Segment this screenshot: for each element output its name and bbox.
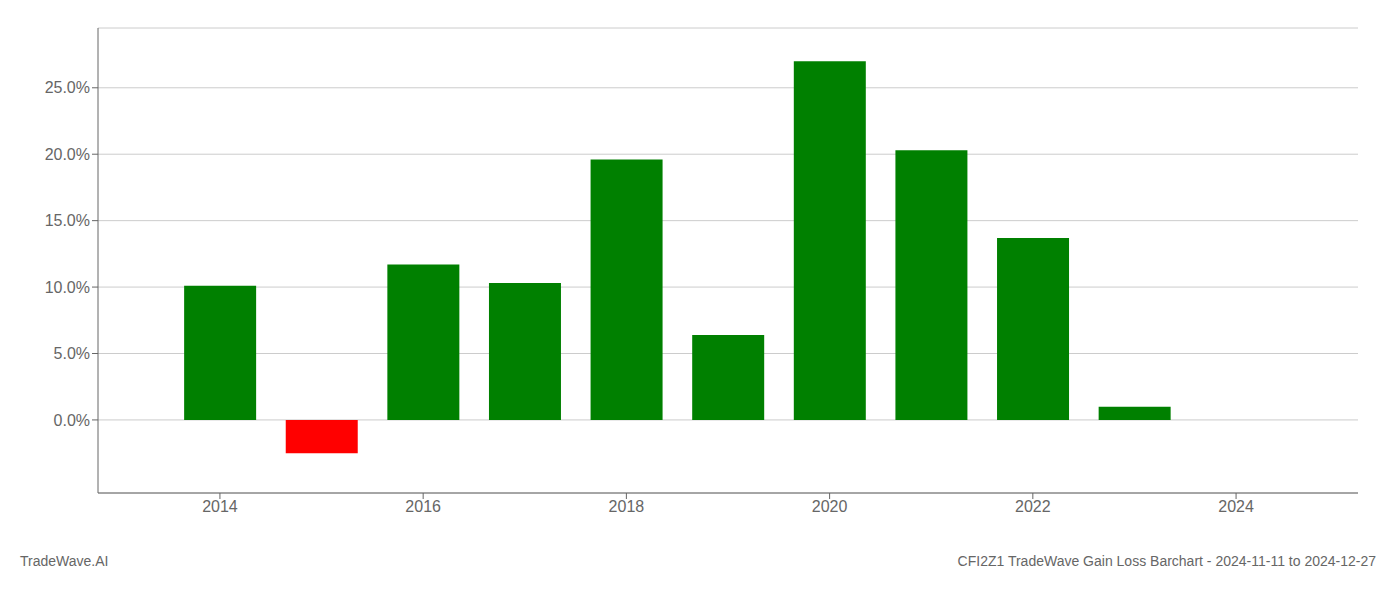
svg-text:25.0%: 25.0% bbox=[45, 79, 90, 96]
svg-text:0.0%: 0.0% bbox=[54, 412, 90, 429]
svg-text:10.0%: 10.0% bbox=[45, 279, 90, 296]
svg-text:5.0%: 5.0% bbox=[54, 345, 90, 362]
svg-text:2024: 2024 bbox=[1218, 498, 1254, 515]
svg-text:2020: 2020 bbox=[812, 498, 848, 515]
html-text:TradeWave.AI: TradeWave.AI bbox=[20, 553, 109, 569]
svg-text:2018: 2018 bbox=[609, 498, 645, 515]
svg-text:20.0%: 20.0% bbox=[45, 146, 90, 163]
svg-text:2022: 2022 bbox=[1015, 498, 1051, 515]
svg-text:2014: 2014 bbox=[202, 498, 238, 515]
html-text:CFI2Z1 TradeWave Gain Loss Bar: CFI2Z1 TradeWave Gain Loss Barchart - 20… bbox=[957, 553, 1376, 569]
svg-text:2016: 2016 bbox=[405, 498, 441, 515]
svg-text:15.0%: 15.0% bbox=[45, 212, 90, 229]
